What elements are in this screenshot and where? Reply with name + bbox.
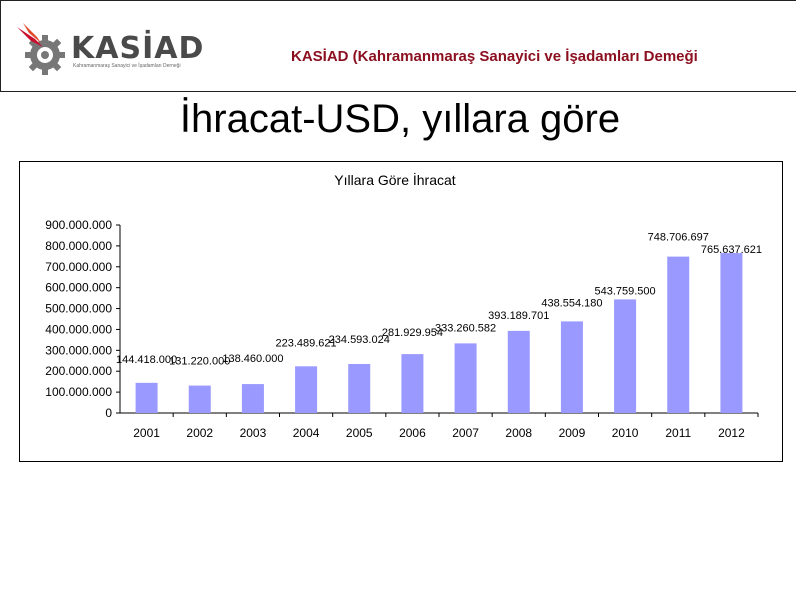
x-tick-label: 2006	[399, 426, 426, 440]
y-tick-label: 400.000.000	[45, 322, 112, 336]
bar	[454, 343, 477, 413]
bar	[667, 256, 690, 413]
slide-title: İhracat-USD, yıllara göre	[179, 97, 621, 141]
x-tick-label: 2012	[718, 426, 745, 440]
data-label: 765.637.621	[701, 244, 762, 256]
bar	[295, 366, 318, 413]
y-tick-label: 100.000.000	[45, 385, 112, 399]
x-tick-label: 2009	[559, 426, 586, 440]
x-tick-label: 2001	[133, 426, 160, 440]
y-tick-label: 600.000.000	[45, 281, 112, 295]
y-tick-label: 700.000.000	[45, 260, 112, 274]
kasiad-logo: KASİAD Kahramanmaraş Sanayici ve İşadaml…	[15, 21, 225, 77]
logo-subtitle: Kahramanmaraş Sanayici ve İşadamları Der…	[73, 63, 181, 69]
bar	[188, 385, 211, 413]
x-tick-label: 2008	[505, 426, 532, 440]
gear-flame-logo-icon	[17, 23, 65, 75]
y-tick-label: 0	[105, 406, 112, 420]
bar	[560, 321, 583, 413]
slide-header: KASİAD Kahramanmaraş Sanayici ve İşadaml…	[0, 0, 796, 92]
x-tick-label: 2007	[452, 426, 479, 440]
bar	[241, 384, 264, 413]
bar	[401, 354, 424, 413]
y-tick-label: 900.000.000	[45, 218, 112, 232]
bar	[720, 253, 743, 413]
y-tick-label: 300.000.000	[45, 343, 112, 357]
y-tick-label: 200.000.000	[45, 364, 112, 378]
y-tick-label: 800.000.000	[45, 239, 112, 253]
bar	[614, 299, 637, 413]
bar	[348, 363, 371, 413]
data-label: 138.460.000	[222, 353, 283, 365]
data-label: 234.593.024	[329, 334, 390, 346]
data-label: 333.260.582	[435, 322, 496, 334]
x-tick-label: 2010	[612, 426, 639, 440]
chart-container: Yıllara Göre İhracat 0 100.000.000 200.000…	[19, 161, 783, 462]
y-tick-label: 500.000.000	[45, 302, 112, 316]
x-tick-label: 2004	[293, 426, 320, 440]
organization-title: KASİAD (Kahramanmaraş Sanayici ve İşadam…	[291, 48, 698, 65]
data-label: 144.418.000	[116, 354, 177, 366]
bar	[135, 382, 158, 413]
data-label: 281.929.954	[382, 327, 443, 339]
x-tick-label: 2002	[186, 426, 213, 440]
data-label: 131.220.000	[169, 356, 230, 368]
x-tick-label: 2011	[665, 426, 691, 440]
data-label: 223.489.621	[275, 337, 336, 349]
logo-text: KASİAD	[71, 31, 205, 66]
x-tick-label: 2003	[240, 426, 267, 440]
bar	[507, 330, 530, 413]
bar-chart: 0 100.000.000 200.000.000 300.000.000 400.00…	[45, 218, 762, 440]
data-label: 438.554.180	[541, 297, 602, 309]
data-label: 543.759.500	[594, 285, 655, 297]
data-label: 393.189.701	[488, 310, 549, 322]
data-label: 748.706.697	[648, 232, 709, 244]
chart-title: Yıllara Göre İhracat	[334, 172, 456, 188]
x-tick-label: 2005	[346, 426, 373, 440]
